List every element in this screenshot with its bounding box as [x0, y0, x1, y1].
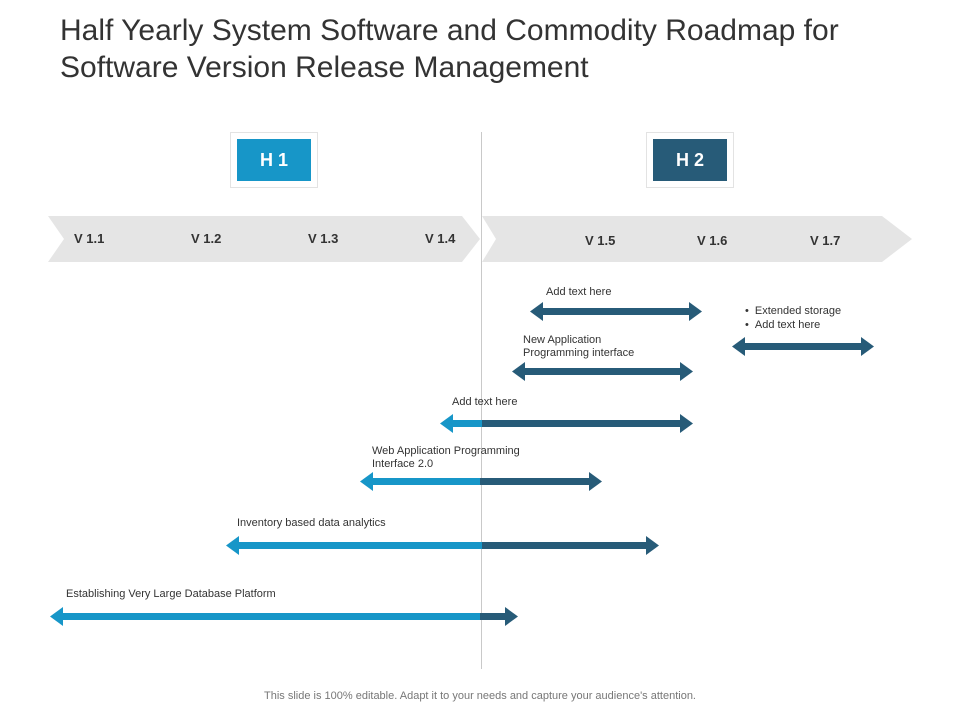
task-label: New Application Programming interface — [523, 334, 635, 359]
version-label: V 1.2 — [191, 231, 222, 246]
half-2-box: H 2 — [646, 132, 734, 188]
task-arrow-5 — [226, 536, 659, 555]
version-band-h1 — [48, 216, 480, 262]
task-label: Inventory based data analytics — [237, 517, 386, 529]
bullet-task-label: Extended storage Add text here — [745, 304, 841, 332]
version-label: V 1.3 — [308, 231, 339, 246]
page-title: Half Yearly System Software and Commodit… — [60, 14, 839, 84]
version-label: V 1.6 — [697, 233, 728, 248]
task-label: Add text here — [452, 396, 518, 408]
version-label: V 1.7 — [810, 233, 841, 248]
task-label: Establishing Very Large Database Platfor… — [66, 588, 276, 600]
bullet-item: Extended storage — [745, 304, 841, 318]
version-label: V 1.5 — [585, 233, 616, 248]
version-band-h2 — [482, 216, 912, 262]
half-divider — [481, 132, 482, 669]
version-label: V 1.1 — [74, 231, 105, 246]
footer-note: This slide is 100% editable. Adapt it to… — [264, 690, 696, 702]
bullet-item: Add text here — [745, 318, 841, 332]
half-1-box: H 1 — [230, 132, 318, 188]
half-1-label: H 1 — [237, 139, 311, 181]
task-arrow-6 — [50, 607, 518, 626]
task-arrow-3 — [440, 414, 693, 433]
task-label: Add text here — [546, 286, 612, 298]
task-label: Web Application Programming Interface 2.… — [372, 445, 520, 470]
task-arrow-2 — [512, 362, 693, 381]
task-arrow-bullets — [732, 337, 874, 356]
task-arrow-4 — [360, 472, 602, 491]
version-label: V 1.4 — [425, 231, 456, 246]
task-arrow-1 — [530, 302, 702, 321]
half-2-label: H 2 — [653, 139, 727, 181]
